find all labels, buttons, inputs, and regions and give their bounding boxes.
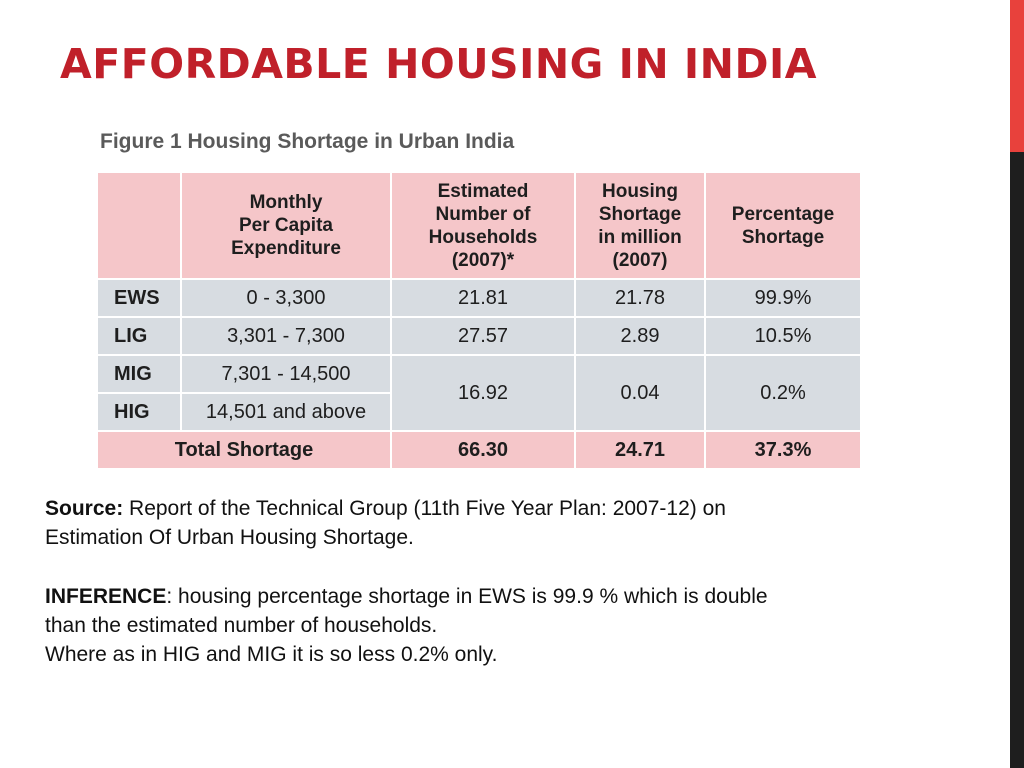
cell-group: MIG: [96, 354, 182, 394]
header-shortage-line: (2007): [612, 249, 668, 271]
header-shortage-line: Shortage: [598, 203, 682, 225]
inference-text: : housing percentage shortage in EWS is …: [166, 585, 768, 608]
cell-households: 27.57: [390, 316, 576, 356]
header-shortage-line: in million: [598, 226, 682, 248]
header-households: Estimated Number of Households (2007)*: [390, 171, 576, 280]
cell-percentage: 99.9%: [704, 278, 862, 318]
table-row-lig: LIG 3,301 - 7,300 27.57 2.89 10.5%: [96, 316, 862, 356]
cell-total-label: Total Shortage: [96, 430, 392, 470]
table-row-ews: EWS 0 - 3,300 21.81 21.78 99.9%: [96, 278, 862, 318]
header-mpce: Monthly Per Capita Expenditure: [180, 171, 392, 280]
cell-group: EWS: [96, 278, 182, 318]
table-header-row: Monthly Per Capita Expenditure Estimated…: [96, 171, 862, 280]
header-households-line: Estimated: [437, 180, 529, 202]
inference-paragraph: INFERENCE: housing percentage shortage i…: [45, 582, 995, 611]
cell-households: 21.81: [390, 278, 576, 318]
header-households-line: (2007)*: [451, 249, 515, 271]
header-percentage: Percentage Shortage: [704, 171, 862, 280]
header-shortage-million: Housing Shortage in million (2007): [574, 171, 706, 280]
cell-percentage-merged: 0.2%: [704, 354, 862, 432]
table-row-mig: MIG 7,301 - 14,500 16.92 0.04 0.2%: [96, 354, 862, 432]
cell-mpce: 3,301 - 7,300: [180, 316, 392, 356]
table-row-hig: HIG 14,501 and above: [96, 392, 861, 432]
cell-mpce: 14,501 and above: [180, 392, 392, 432]
accent-bar-red: [1010, 0, 1024, 152]
header-percentage-line: Shortage: [741, 226, 825, 248]
spacer: [45, 552, 995, 582]
slide-title: AFFORDABLE HOUSING IN INDIA: [60, 40, 818, 88]
source-paragraph-line2: Estimation Of Urban Housing Shortage.: [45, 526, 414, 549]
header-mpce-line: Expenditure: [231, 238, 341, 259]
cell-percentage: 10.5%: [704, 316, 862, 356]
inference-line3: Where as in HIG and MIG it is so less 0.…: [45, 643, 498, 666]
cell-shortage-million-merged: 0.04: [574, 354, 706, 432]
header-percentage-line: Percentage: [731, 203, 835, 225]
source-paragraph: Source: Report of the Technical Group (1…: [45, 494, 995, 523]
header-households-line: Number of: [435, 203, 531, 225]
housing-shortage-table: Monthly Per Capita Expenditure Estimated…: [96, 171, 862, 470]
header-mpce-line: Per Capita: [239, 215, 333, 236]
inference-label: INFERENCE: [45, 585, 167, 608]
header-households-line: Households: [428, 226, 538, 248]
cell-group: LIG: [96, 316, 182, 356]
cell-mpce: 7,301 - 14,500: [180, 354, 392, 394]
cell-total-households: 66.30: [390, 430, 576, 470]
cell-households-merged: 16.92: [390, 354, 576, 432]
cell-shortage-million: 2.89: [574, 316, 706, 356]
accent-bar-dark: [1010, 152, 1024, 768]
cell-total-shortage-million: 24.71: [574, 430, 706, 470]
inference-line2: than the estimated number of households.: [45, 614, 438, 637]
cell-group: HIG: [96, 392, 182, 432]
table-row-total: Total Shortage 66.30 24.71 37.3%: [96, 430, 862, 470]
notes-block: Source: Report of the Technical Group (1…: [45, 494, 995, 669]
header-group: [96, 171, 182, 280]
header-mpce-line: Monthly: [249, 192, 323, 213]
source-label: Source:: [45, 497, 124, 520]
cell-shortage-million: 21.78: [574, 278, 706, 318]
cell-total-percentage: 37.3%: [704, 430, 862, 470]
header-shortage-line: Housing: [602, 180, 678, 202]
figure-caption: Figure 1 Housing Shortage in Urban India: [100, 130, 515, 153]
cell-mpce: 0 - 3,300: [180, 278, 392, 318]
source-text: Report of the Technical Group (11th Five…: [123, 497, 726, 520]
